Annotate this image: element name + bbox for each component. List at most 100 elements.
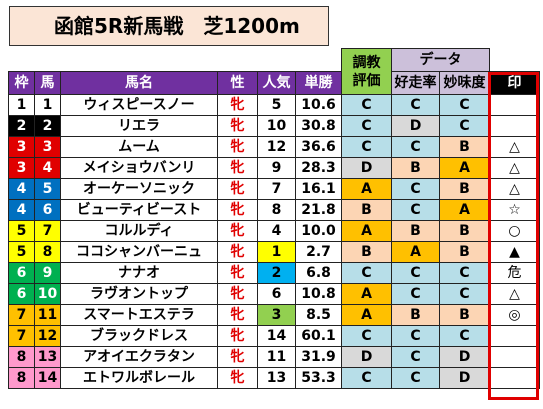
popularity: 4	[257, 220, 296, 242]
value-score: B	[439, 178, 490, 200]
training-eval: A	[341, 220, 392, 242]
horse-sex: 牝	[217, 241, 258, 263]
eval-label: 評価	[352, 72, 381, 89]
training-eval: B	[341, 241, 392, 263]
horse-number: 4	[34, 157, 61, 179]
good-run-rate: D	[391, 115, 440, 137]
group-header-row: 調教 評価 データ	[9, 48, 540, 95]
training-eval: A	[341, 178, 392, 200]
frame-number: 1	[8, 94, 35, 116]
column-header-row: 枠 馬 馬名 性 人気 単勝 好走率 妙味度 印	[8, 71, 540, 95]
frame-number: 7	[8, 304, 35, 326]
good-run-rate: C	[391, 262, 440, 284]
value-score: B	[439, 304, 490, 326]
good-run-rate: B	[391, 157, 440, 179]
horse-sex: 牝	[217, 346, 258, 368]
training-label: 調教	[352, 54, 381, 71]
value-score: C	[439, 283, 490, 305]
win-odds: 2.7	[295, 241, 342, 263]
header-popularity: 人気	[257, 71, 296, 95]
prediction-mark: 危	[489, 262, 540, 284]
horse-name: スマートエステラ	[60, 304, 218, 326]
horse-sex: 牝	[217, 199, 258, 221]
frame-number: 7	[8, 325, 35, 347]
prediction-mark	[489, 325, 540, 347]
horse-number: 13	[34, 346, 61, 368]
race-table: 調教 評価 データ 枠 馬 馬名 性 人気 単勝 好走率 妙味度 印 1 1 ウィス…	[8, 48, 540, 389]
header-uma: 馬	[34, 71, 61, 95]
frame-number: 4	[8, 199, 35, 221]
training-eval-header: 調教 評価	[341, 48, 392, 95]
frame-number: 3	[8, 136, 35, 158]
frame-number: 2	[8, 115, 35, 137]
win-odds: 10.6	[295, 94, 342, 116]
horse-sex: 牝	[217, 304, 258, 326]
training-eval: C	[341, 325, 392, 347]
value-score: B	[439, 136, 490, 158]
frame-number: 6	[8, 283, 35, 305]
win-odds: 8.5	[295, 304, 342, 326]
horse-name: コルルディ	[60, 220, 218, 242]
prediction-mark: ◎	[489, 304, 540, 326]
win-odds: 16.1	[295, 178, 342, 200]
good-run-rate: B	[391, 304, 440, 326]
popularity: 12	[257, 136, 296, 158]
value-score: D	[439, 346, 490, 368]
win-odds: 28.3	[295, 157, 342, 179]
header-rate: 好走率	[391, 71, 440, 95]
horse-number: 10	[34, 283, 61, 305]
good-run-rate: C	[391, 94, 440, 116]
good-run-rate: C	[391, 178, 440, 200]
frame-number: 8	[8, 346, 35, 368]
horse-number: 9	[34, 262, 61, 284]
page-title: 函館5R新馬戦 芝1200m	[9, 6, 329, 46]
horse-name: アオイエクラタン	[60, 346, 218, 368]
table-row: 5 7 コルルディ牝 4 10.0 A B B ○	[8, 220, 540, 242]
table-row: 6 9 ナナオ牝 2 6.8 C C C 危	[8, 262, 540, 284]
training-eval: C	[341, 262, 392, 284]
value-score: B	[439, 220, 490, 242]
prediction-mark: ○	[489, 220, 540, 242]
horse-number: 11	[34, 304, 61, 326]
popularity: 9	[257, 157, 296, 179]
table-row: 3 3 ムーム牝 12 36.6 C C B △	[8, 136, 540, 158]
frame-number: 3	[8, 157, 35, 179]
popularity: 11	[257, 346, 296, 368]
prediction-mark: ▲	[489, 241, 540, 263]
horse-name: ブラックドレス	[60, 325, 218, 347]
horse-number: 6	[34, 199, 61, 221]
table-row: 8 14 エトワルボレール牝 13 53.3 C C D	[8, 367, 540, 389]
value-score: D	[439, 367, 490, 389]
value-score: C	[439, 94, 490, 116]
win-odds: 30.8	[295, 115, 342, 137]
popularity: 7	[257, 178, 296, 200]
horse-name: オーケーソニック	[60, 178, 218, 200]
prediction-mark	[489, 346, 540, 368]
frame-number: 5	[8, 220, 35, 242]
table-row: 3 4 メイショウバンリ牝 9 28.3 D B A △	[8, 157, 540, 179]
horse-number: 8	[34, 241, 61, 263]
good-run-rate: C	[391, 325, 440, 347]
horse-number: 1	[34, 94, 61, 116]
popularity: 14	[257, 325, 296, 347]
training-eval: C	[341, 94, 392, 116]
value-score: C	[439, 262, 490, 284]
horse-number: 14	[34, 367, 61, 389]
training-eval: A	[341, 283, 392, 305]
prediction-mark: ☆	[489, 199, 540, 221]
win-odds: 36.6	[295, 136, 342, 158]
horse-sex: 牝	[217, 178, 258, 200]
value-score: C	[439, 325, 490, 347]
win-odds: 10.0	[295, 220, 342, 242]
popularity: 5	[257, 94, 296, 116]
good-run-rate: C	[391, 283, 440, 305]
win-odds: 60.1	[295, 325, 342, 347]
good-run-rate: C	[391, 136, 440, 158]
horse-number: 2	[34, 115, 61, 137]
training-eval: D	[341, 346, 392, 368]
table-row: 7 12 ブラックドレス牝 14 60.1 C C C	[8, 325, 540, 347]
header-waku: 枠	[8, 71, 35, 95]
popularity: 13	[257, 367, 296, 389]
training-eval: A	[341, 304, 392, 326]
horse-name: ビューティビースト	[60, 199, 218, 221]
